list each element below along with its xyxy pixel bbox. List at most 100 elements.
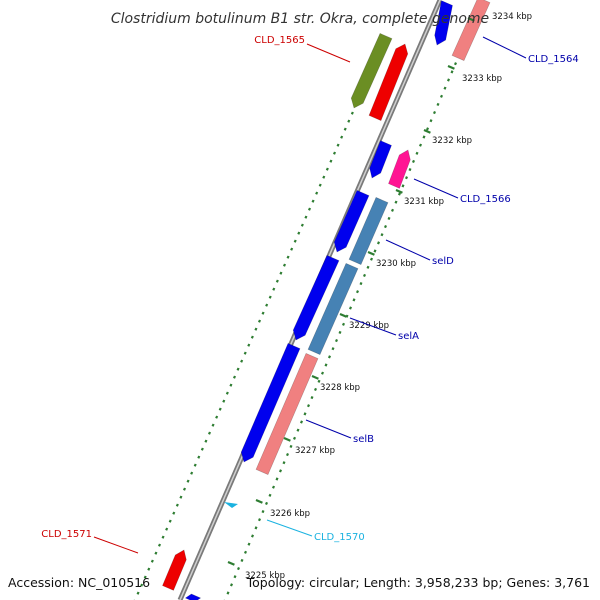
- outer-track-dot: [175, 503, 179, 507]
- inner-track-dot: [310, 395, 314, 400]
- inner-track-dot: [408, 167, 412, 172]
- inner-track-dot: [404, 176, 409, 180]
- inner-track-dot: [439, 94, 444, 98]
- outer-track-dot: [165, 527, 169, 531]
- outer-track-dot: [268, 295, 272, 299]
- inner-track-dot: [229, 583, 234, 587]
- inner-track-dot: [387, 216, 391, 221]
- kbp-tick-mark: [423, 128, 431, 134]
- inner-track-dot: [341, 322, 346, 326]
- gene-label-cld-1566[interactable]: CLD_1566: [460, 194, 511, 205]
- outer-track-dot: [157, 543, 162, 547]
- kbp-tick-mark: [227, 560, 235, 566]
- outer-track-dot: [143, 575, 147, 579]
- gene-label-leader: [93, 536, 139, 554]
- gene-label-cld-1564[interactable]: CLD_1564: [528, 54, 579, 65]
- inner-track-dot: [432, 110, 437, 115]
- gene-label-cld-1571[interactable]: CLD_1571: [41, 529, 92, 540]
- inner-track-dot: [282, 461, 286, 465]
- kbp-tick-mark: [467, 16, 475, 22]
- outer-track-dot: [225, 391, 229, 395]
- accession-text: Accession: NC_010516: [8, 575, 150, 590]
- outer-track-dot: [261, 311, 265, 315]
- outer-track-dot: [150, 559, 154, 563]
- inner-track-dot: [453, 62, 458, 66]
- outer-track-dot: [236, 367, 240, 371]
- inner-track-dot: [338, 330, 342, 335]
- inner-track-dot: [296, 428, 300, 432]
- outer-track-dot: [322, 175, 326, 179]
- kbp-tick-label: 3228 kbp: [320, 383, 360, 393]
- inner-track-dot: [436, 102, 440, 107]
- inner-track-dot: [264, 501, 269, 506]
- outer-track-dot: [168, 519, 172, 523]
- gene-label-leader: [385, 239, 431, 261]
- gene-label-sela[interactable]: selA: [398, 331, 419, 342]
- outer-track-dot: [336, 143, 340, 147]
- gene-cld-1564-blue: [434, 0, 453, 46]
- inner-track-dot: [418, 143, 423, 147]
- gene-label-cld-1570[interactable]: CLD_1570: [314, 532, 365, 543]
- outer-track-dot: [182, 487, 187, 491]
- gene-features: [162, 0, 491, 600]
- inner-track-dot: [376, 241, 381, 245]
- outer-track-dot: [207, 431, 212, 435]
- gene-selb-blue: [240, 343, 301, 463]
- inner-track-dot: [292, 436, 297, 440]
- gene-label-selb[interactable]: selB: [353, 434, 374, 445]
- inner-track-dot: [422, 135, 426, 139]
- gene-label-leader: [305, 419, 352, 439]
- gene-cld-1564-pink: [451, 0, 491, 61]
- outer-track-dot: [200, 447, 204, 451]
- outer-track-dot: [222, 399, 226, 403]
- outer-track-dot: [318, 183, 322, 187]
- kbp-tick-mark: [255, 498, 263, 504]
- outer-dotted-track: [133, 39, 387, 600]
- kbp-tick-label: 3233 kbp: [462, 74, 502, 84]
- outer-track-dot: [172, 511, 176, 515]
- kbp-tick-label: 3230 kbp: [376, 259, 416, 269]
- gene-sela-blue: [292, 255, 340, 341]
- gene-label-cld-1565[interactable]: CLD_1565: [254, 35, 305, 46]
- gene-label-leader: [413, 178, 459, 199]
- outer-track-dot: [325, 167, 329, 171]
- gene-label-leader: [482, 36, 527, 59]
- inner-track-dot: [317, 379, 321, 383]
- inner-track-dot: [299, 420, 304, 424]
- kbp-tick-mark: [447, 64, 455, 70]
- outer-track-dot: [279, 271, 283, 275]
- outer-track-dot: [347, 119, 351, 123]
- outer-track-dot: [190, 471, 194, 475]
- inner-track-dot: [240, 558, 244, 563]
- outer-track-dot: [179, 495, 183, 499]
- inner-track-dot: [429, 119, 433, 123]
- outer-track-dot: [297, 231, 301, 235]
- inner-track-dot: [425, 127, 430, 131]
- inner-track-dot: [243, 550, 248, 554]
- outer-track-dot: [340, 135, 344, 139]
- outer-track-dot: [275, 279, 279, 283]
- outer-track-dot: [154, 551, 158, 555]
- inner-track-dot: [355, 290, 360, 294]
- inner-track-dot: [236, 566, 241, 571]
- gene-partial-blue: [184, 593, 202, 600]
- kbp-tick-mark: [395, 188, 403, 194]
- kbp-ticks: 3234 kbp 3233 kbp 3232 kbp 3231 kbp 3230 kbp…: [227, 12, 532, 581]
- outer-track-dot: [161, 535, 165, 539]
- inner-track-dot: [369, 257, 374, 261]
- gene-cld-1566-magenta: [388, 149, 411, 189]
- inner-track-dot: [233, 575, 237, 579]
- inner-track-dot: [345, 314, 349, 318]
- inner-track-dot: [306, 404, 311, 408]
- inner-track-dot: [254, 526, 258, 530]
- gene-label-leader: [349, 317, 397, 336]
- kbp-tick-label: 3226 kbp: [270, 509, 310, 519]
- outer-track-dot: [290, 247, 294, 251]
- outer-track-dot: [229, 383, 233, 387]
- outer-track-dot: [272, 287, 276, 291]
- gene-label-seld[interactable]: selD: [432, 256, 454, 267]
- outer-track-dot: [218, 407, 222, 411]
- outer-track-dot: [136, 591, 140, 595]
- inner-dotted-track: [223, 29, 472, 600]
- outer-track-dot: [265, 303, 269, 307]
